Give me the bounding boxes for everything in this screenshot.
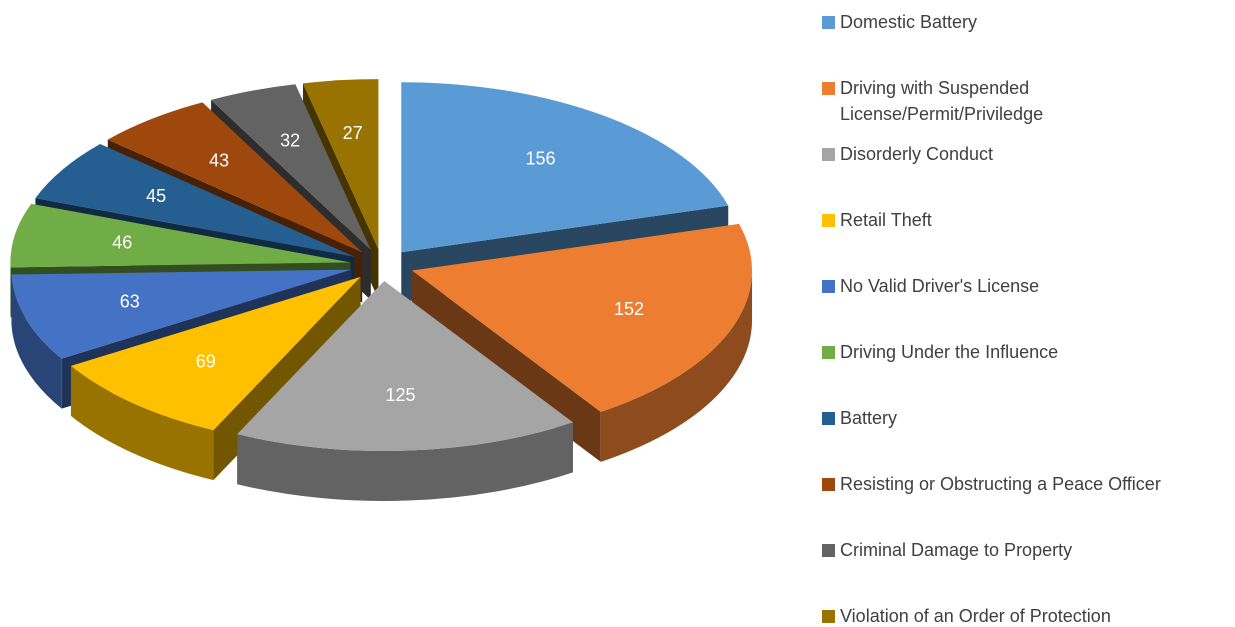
legend-swatch [822,346,835,359]
slice [11,269,352,359]
slice-wall [11,274,62,409]
legend-swatch [822,148,835,161]
legend-swatch [822,16,835,29]
legend-label: Driving with Suspended License/Permit/Pr… [840,78,1044,124]
legend-label: Retail Theft [840,210,932,230]
slice [237,280,574,451]
legend-label: Disorderly Conduct [840,144,994,164]
legend-item: Resisting or Obstructing a Peace Officer [822,471,1222,497]
data-label: 125 [386,385,416,405]
slice [302,79,379,250]
slice [35,144,355,257]
data-label: 32 [280,130,300,150]
legend-swatch [822,412,835,425]
legend-label: No Valid Driver's License [840,276,1040,296]
legend-swatch [822,214,835,227]
legend-item: Battery [822,405,1222,431]
data-label: 152 [614,299,644,319]
legend-item: Disorderly Conduct [822,141,1222,167]
slice-wall [237,422,574,501]
data-label: 43 [209,150,229,170]
legend-swatch [822,280,835,293]
slice [10,203,351,268]
legend-label: Driving Under the Influence [840,342,1059,362]
legend-label: Battery [840,408,898,428]
legend-item: Domestic Battery [822,9,1222,35]
legend-item: Violation of an Order of Protection [822,603,1222,627]
legend-label: Domestic Battery [840,12,978,32]
slice [211,84,371,251]
slice-wall [70,365,214,481]
legend-label: Criminal Damage to Property [840,540,1073,560]
legend-item: Driving Under the Influence [822,339,1222,365]
legend-swatch [822,478,835,491]
data-label: 27 [343,123,363,143]
slice [107,102,363,253]
slice [70,276,361,431]
legend-item: Driving with Suspended License/Permit/Pr… [822,75,1222,127]
pie-area: 27 32 156 43 45 46 63 152 69 125 [10,79,753,501]
slice [412,223,753,412]
data-label: 46 [112,233,132,253]
data-label: 69 [196,351,216,371]
legend-label: Violation of an Order of Protection [840,606,1111,626]
legend-label: Resisting or Obstructing a Peace Officer [840,474,1161,494]
data-label: 156 [526,149,556,169]
legend-item: Criminal Damage to Property [822,537,1222,563]
legend-item: Retail Theft [822,207,1222,233]
legend-swatch [822,610,835,623]
legend-swatch [822,82,835,95]
data-label: 45 [146,186,166,206]
legend-swatch [822,544,835,557]
data-label: 63 [120,291,140,311]
slice [401,82,729,253]
slice-wall [600,270,753,462]
legend-item: No Valid Driver's License [822,273,1222,299]
